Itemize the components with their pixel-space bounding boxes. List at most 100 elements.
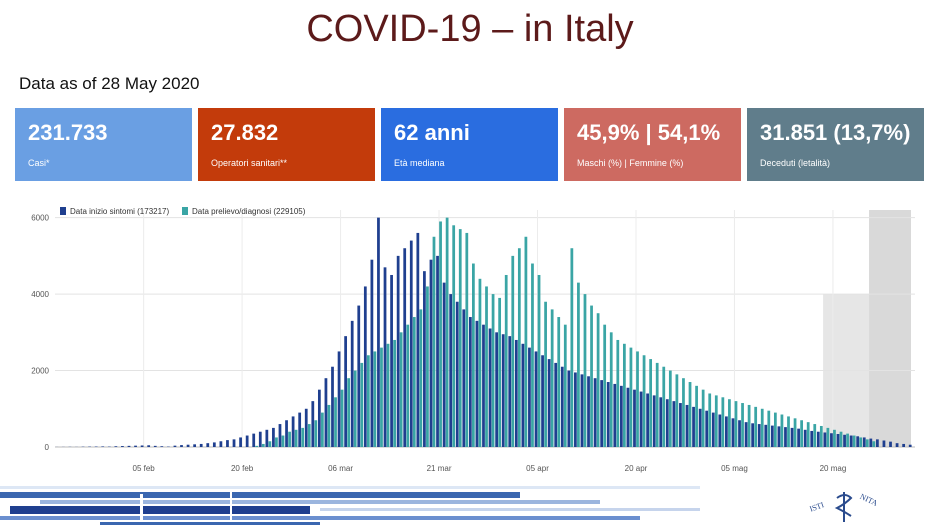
bar-symptom-onset	[344, 336, 348, 447]
bar-diagnosis	[839, 431, 843, 447]
x-tick-label: 05 apr	[526, 464, 549, 473]
bar-diagnosis	[439, 221, 442, 447]
bar-diagnosis	[865, 439, 869, 447]
bar-diagnosis	[478, 278, 482, 447]
bar-diagnosis	[426, 286, 429, 447]
bar-symptom-onset	[232, 439, 236, 447]
bar-diagnosis	[629, 347, 633, 447]
bar-diagnosis	[321, 412, 324, 447]
bar-symptom-onset	[436, 255, 439, 447]
x-tick-label: 20 mag	[820, 464, 847, 473]
bar-symptom-onset	[409, 240, 413, 447]
bar-symptom-onset	[226, 440, 229, 447]
bar-diagnosis	[800, 420, 804, 447]
bar-symptom-onset	[239, 437, 242, 447]
bar-symptom-onset	[836, 434, 840, 447]
bar-diagnosis	[577, 282, 580, 447]
card-cases-value: 231.733	[28, 120, 108, 145]
bar-symptom-onset	[534, 351, 538, 447]
bar-diagnosis	[373, 351, 377, 447]
card-deaths-label: Deceduti (letalità)	[760, 158, 831, 168]
bar-symptom-onset	[849, 435, 853, 447]
bar-symptom-onset	[193, 444, 197, 447]
bar-diagnosis	[668, 370, 672, 447]
bar-diagnosis	[846, 433, 849, 447]
bar-diagnosis	[767, 410, 771, 447]
bar-symptom-onset	[449, 294, 453, 447]
bar-symptom-onset	[862, 437, 866, 447]
bar-diagnosis	[819, 425, 823, 447]
y-tick-label: 2000	[31, 367, 49, 376]
bar-symptom-onset	[679, 403, 682, 447]
bar-symptom-onset	[560, 366, 564, 447]
bar-diagnosis	[741, 403, 744, 447]
bar-diagnosis	[366, 355, 370, 447]
bar-symptom-onset	[718, 414, 722, 447]
legend-label: Data inizio sintomi (173217)	[70, 207, 169, 216]
bar-diagnosis	[872, 441, 876, 447]
bar-symptom-onset	[902, 443, 906, 447]
bar-diagnosis	[340, 389, 344, 447]
bar-diagnosis	[458, 229, 462, 447]
bar-diagnosis	[662, 366, 666, 447]
bar-symptom-onset	[784, 427, 787, 447]
bar-symptom-onset	[468, 317, 472, 447]
bar-diagnosis	[760, 408, 764, 447]
bar-diagnosis	[793, 418, 797, 447]
bar-diagnosis	[570, 248, 574, 447]
bar-diagnosis	[833, 429, 836, 447]
bar-diagnosis	[780, 414, 784, 447]
bar-symptom-onset	[508, 336, 512, 447]
bar-diagnosis	[524, 236, 528, 447]
bar-diagnosis	[491, 294, 495, 447]
bar-symptom-onset	[823, 432, 827, 447]
bar-symptom-onset	[633, 389, 636, 447]
bar-diagnosis	[537, 274, 541, 447]
bar-diagnosis	[675, 374, 679, 447]
card-deaths: 31.851 (13,7%) Deceduti (letalità)	[747, 108, 924, 181]
bar-symptom-onset	[619, 385, 623, 447]
bar-symptom-onset	[101, 446, 105, 447]
bar-symptom-onset	[665, 399, 669, 447]
card-health-workers: 27.832 Operatori sanitari**	[198, 108, 375, 181]
bar-symptom-onset	[869, 438, 873, 447]
bar-symptom-onset	[744, 422, 748, 447]
card-cases-label: Casi*	[28, 158, 50, 168]
page-title: COVID-19 – in Italy	[306, 8, 634, 50]
card-cases: 231.733 Casi*	[15, 108, 192, 181]
bar-symptom-onset	[587, 376, 590, 447]
bar-symptom-onset	[252, 433, 256, 447]
legend-swatch	[60, 207, 66, 215]
bar-symptom-onset	[173, 445, 177, 447]
bar-diagnosis	[334, 397, 337, 447]
bar-symptom-onset	[127, 445, 131, 447]
bar-symptom-onset	[816, 431, 820, 447]
bar-diagnosis	[314, 420, 318, 447]
x-tick-label: 05 feb	[133, 464, 156, 473]
bar-diagnosis	[261, 443, 265, 447]
bar-symptom-onset	[140, 445, 144, 447]
y-tick-label: 6000	[31, 214, 49, 223]
bar-diagnosis	[563, 324, 567, 447]
bar-diagnosis	[531, 263, 534, 447]
bar-symptom-onset	[272, 427, 275, 447]
bar-symptom-onset	[882, 440, 886, 447]
bar-diagnosis	[268, 441, 272, 447]
bar-symptom-onset	[134, 445, 137, 447]
bar-symptom-onset	[285, 420, 288, 447]
bar-symptom-onset	[317, 389, 321, 447]
bar-symptom-onset	[383, 267, 387, 447]
bar-diagnosis	[649, 359, 653, 447]
bar-symptom-onset	[567, 370, 571, 447]
bar-symptom-onset	[147, 445, 151, 447]
bar-diagnosis	[347, 378, 351, 447]
bar-diagnosis	[616, 339, 620, 447]
bar-diagnosis	[498, 297, 502, 447]
bar-diagnosis	[406, 324, 410, 447]
card-sex-ratio-label: Maschi (%) | Femmine (%)	[577, 158, 684, 168]
bar-symptom-onset	[705, 410, 709, 447]
card-sex-ratio: 45,9% | 54,1% Maschi (%) | Femmine (%)	[564, 108, 741, 181]
bar-symptom-onset	[442, 282, 446, 447]
bar-symptom-onset	[114, 446, 118, 447]
bar-symptom-onset	[396, 255, 400, 447]
